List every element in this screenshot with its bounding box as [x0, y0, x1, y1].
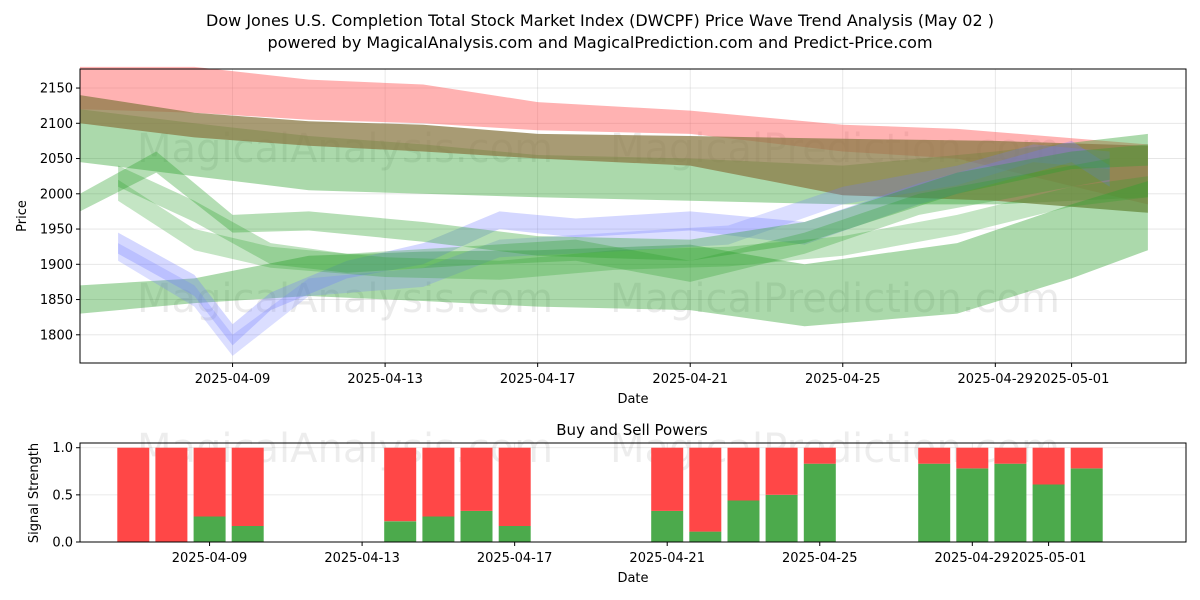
sell-bar — [1032, 447, 1065, 485]
buy-sell-frame — [79, 442, 1187, 543]
price-y-axis-label: Price — [15, 200, 30, 232]
sell-bar — [727, 447, 760, 501]
price-chart-frame — [79, 68, 1187, 364]
price-y-tick-label: 2000 — [40, 187, 73, 202]
sell-bar — [460, 447, 493, 511]
price-y-ticks: 1800 1850 1900 1950 2000 2050 2100 2150 — [40, 82, 80, 343]
price-band-blue-wave-1 — [118, 140, 1110, 346]
sell-bar — [689, 447, 722, 532]
buy-sell-y-ticks: 0.0 0.5 1.0 — [52, 441, 80, 551]
buy-sell-y-tick-label: 0.5 — [52, 488, 73, 503]
price-x-tick-label: 2025-04-25 — [805, 372, 881, 387]
price-chart: MagicalAnalysis.com MagicalPrediction.co… — [15, 66, 1187, 407]
sell-bar — [384, 447, 417, 522]
buy-sell-x-ticks: 2025-04-09 2025-04-13 2025-04-17 2025-04-21… — [172, 542, 1087, 566]
buy-sell-y-tick-label: 1.0 — [52, 441, 73, 456]
price-band-green-wave-2 — [118, 158, 1110, 282]
price-x-tick-label: 2025-04-09 — [195, 372, 271, 387]
sell-bar — [765, 447, 798, 495]
buy-sell-x-tick-label: 2025-04-13 — [324, 551, 400, 566]
buy-bar — [1032, 484, 1065, 542]
price-y-tick-label: 1950 — [40, 223, 73, 238]
buy-bar — [231, 526, 264, 542]
price-band-brown-band — [80, 95, 1148, 213]
buy-bar — [422, 516, 455, 542]
sell-bar — [651, 447, 684, 511]
buy-bar — [1070, 468, 1103, 542]
price-y-tick-label: 2150 — [40, 82, 73, 97]
sell-bar — [422, 447, 455, 517]
sell-bar — [956, 447, 989, 469]
buy-sell-chart: Buy and Sell Powers MagicalAnalysis.com … — [27, 421, 1187, 586]
buy-bar — [689, 531, 722, 542]
sell-bar — [231, 447, 264, 526]
sell-bar — [155, 447, 188, 542]
price-y-tick-label: 1850 — [40, 293, 73, 308]
buy-bar — [384, 521, 417, 542]
sell-bar — [803, 447, 836, 464]
price-band-green-lower-wide-band — [80, 181, 1148, 327]
buy-bar — [765, 494, 798, 542]
sell-bar — [117, 447, 150, 542]
sell-bar — [193, 447, 226, 517]
chart-title-line1: Dow Jones U.S. Completion Total Stock Ma… — [206, 11, 994, 30]
price-x-tick-label: 2025-05-01 — [1034, 372, 1110, 387]
sell-bar — [498, 447, 531, 526]
price-x-axis-label: Date — [617, 392, 648, 407]
buy-sell-y-axis-label: Signal Strength — [27, 443, 42, 543]
buy-sell-x-tick-label: 2025-04-25 — [782, 551, 858, 566]
buy-sell-bars — [117, 447, 1103, 542]
price-x-ticks: 2025-04-09 2025-04-13 2025-04-17 2025-04-21… — [195, 363, 1110, 387]
buy-bar — [956, 468, 989, 542]
price-x-tick-label: 2025-04-17 — [500, 372, 576, 387]
price-y-tick-label: 2050 — [40, 152, 73, 167]
sell-bar — [918, 447, 951, 464]
buy-sell-chart-title: Buy and Sell Powers — [556, 421, 708, 439]
watermark-mid-right: MagicalPrediction.com — [610, 276, 1060, 322]
price-bands — [80, 66, 1148, 356]
price-x-tick-label: 2025-04-29 — [958, 372, 1034, 387]
sell-bar — [994, 447, 1027, 464]
price-band-green-wave-3 — [118, 176, 1148, 280]
price-y-tick-label: 2100 — [40, 117, 73, 132]
buy-sell-y-tick-label: 0.0 — [52, 536, 73, 551]
chart-title-line2: powered by MagicalAnalysis.com and Magic… — [267, 33, 932, 52]
watermark-mid-left: MagicalAnalysis.com — [137, 276, 553, 322]
buy-bar — [727, 500, 760, 542]
price-y-tick-label: 1900 — [40, 258, 73, 273]
buy-sell-x-tick-label: 2025-04-09 — [172, 551, 248, 566]
buy-sell-x-tick-label: 2025-05-01 — [1011, 551, 1087, 566]
buy-sell-x-tick-label: 2025-04-17 — [477, 551, 553, 566]
price-x-tick-label: 2025-04-21 — [652, 372, 728, 387]
buy-sell-x-tick-label: 2025-04-29 — [935, 551, 1011, 566]
price-band-red-upper-band — [80, 66, 1148, 205]
buy-sell-x-axis-label: Date — [617, 571, 648, 586]
buy-bar — [994, 463, 1027, 542]
sell-bar — [1070, 447, 1103, 469]
buy-bar — [498, 526, 531, 542]
price-band-green-wave-1 — [80, 144, 1148, 261]
buy-bar — [803, 463, 836, 542]
price-band-blue-wave-2 — [118, 144, 1110, 356]
buy-bar — [651, 510, 684, 542]
price-x-tick-label: 2025-04-13 — [347, 372, 423, 387]
buy-bar — [460, 510, 493, 542]
price-y-tick-label: 1800 — [40, 328, 73, 343]
buy-sell-x-tick-label: 2025-04-21 — [629, 551, 705, 566]
buy-bar — [193, 516, 226, 542]
buy-bar — [918, 463, 951, 542]
